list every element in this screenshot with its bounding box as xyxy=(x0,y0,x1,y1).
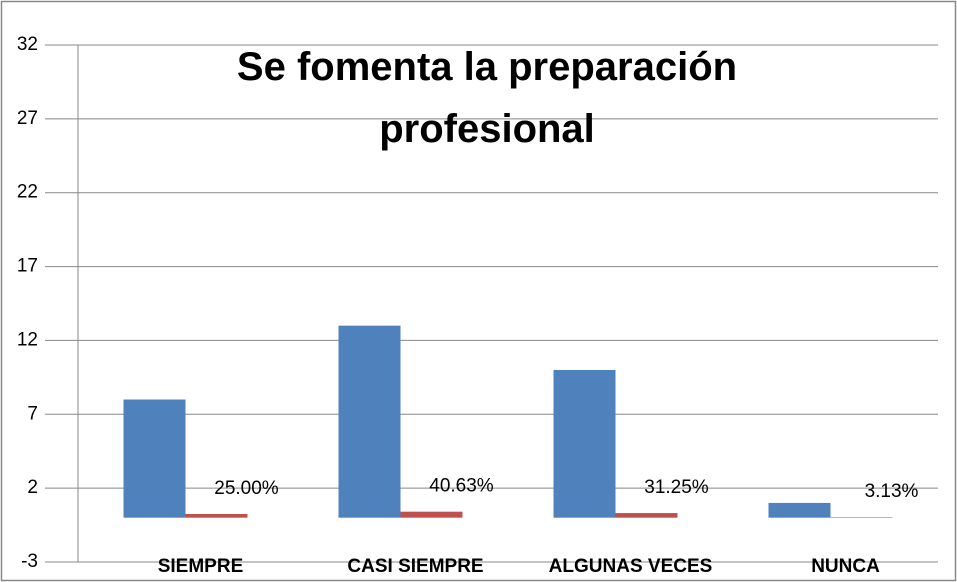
data-label: 40.63% xyxy=(429,476,494,497)
y-tick-label: 27 xyxy=(17,108,38,129)
bar xyxy=(400,511,463,518)
y-tick-label: 2 xyxy=(27,477,38,498)
x-tick-label: ALGUNAS VECES xyxy=(549,556,713,577)
y-tick-label: 12 xyxy=(17,329,38,350)
data-label: 31.25% xyxy=(644,477,709,498)
x-tick-label: SIEMPRE xyxy=(158,556,244,577)
bar xyxy=(553,369,616,518)
y-tick-label: 17 xyxy=(17,256,38,277)
data-label: 3.13% xyxy=(865,481,919,502)
y-tick-label: 22 xyxy=(17,182,38,203)
bar xyxy=(185,513,248,518)
bar xyxy=(768,502,831,518)
x-tick-label: CASI SIEMPRE xyxy=(347,556,483,577)
data-label: 25.00% xyxy=(214,478,279,499)
bar xyxy=(830,517,893,518)
y-tick-label: 32 xyxy=(17,34,38,55)
bar xyxy=(615,513,678,518)
x-tick-label: NUNCA xyxy=(811,556,880,577)
bar xyxy=(338,325,401,518)
bar xyxy=(123,399,186,518)
y-tick-label: -3 xyxy=(21,551,38,572)
y-tick-label: 7 xyxy=(27,403,38,424)
chart-title: Se fomenta la preparación profesional xyxy=(236,45,738,151)
